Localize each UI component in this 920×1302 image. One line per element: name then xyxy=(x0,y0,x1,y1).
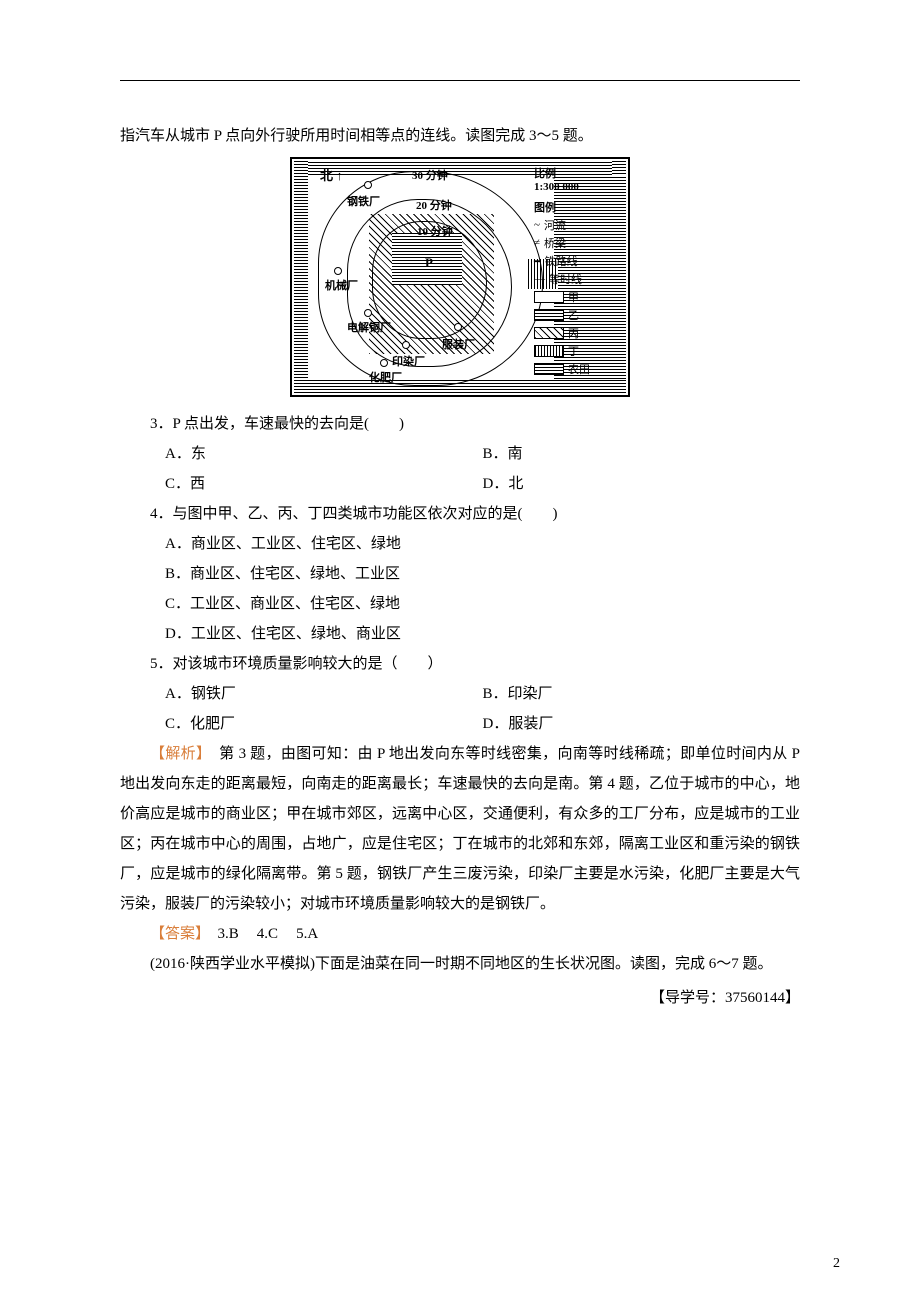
legend-bing: 丙 xyxy=(568,325,579,341)
answer-label: 【答案】 xyxy=(150,926,203,942)
q5-row-ab: A．钢铁厂 B．印染厂 xyxy=(120,679,800,709)
answer-5: 5.A xyxy=(296,926,318,942)
legend: 比例 1:300 000 图例 河流 桥梁 铁路线 等时线 甲 乙 丙 丁 农田 xyxy=(528,165,620,379)
guide-number: 【导学号：37560144】 xyxy=(120,983,800,1013)
legend-yi: 乙 xyxy=(568,307,579,323)
answer-line: 【答案】 3.B 4.C 5.A xyxy=(120,919,800,949)
label-p-center: P xyxy=(425,255,433,271)
factory-marker xyxy=(334,267,342,275)
scale-title: 比例 xyxy=(534,165,620,181)
label-print: 印染厂 xyxy=(392,353,425,369)
q5-opt-b: B．印染厂 xyxy=(483,679,801,709)
analysis-block: 【解析】 第 3 题，由图可知：由 P 地出发向东等时线密集，向南等时线稀疏；即… xyxy=(120,739,800,919)
isochrone-icon xyxy=(534,273,545,285)
q5-opt-a: A．钢铁厂 xyxy=(165,679,483,709)
farmland-left xyxy=(294,161,308,393)
factory-marker xyxy=(454,323,462,331)
q4-opt-a: A．商业区、工业区、住宅区、绿地 xyxy=(120,529,800,559)
q3-stem: 3．P 点出发，车速最快的去向是( ) xyxy=(120,409,800,439)
label-30min: 30 分钟 xyxy=(412,167,448,183)
answer-3: 3.B xyxy=(218,926,239,942)
intro-text: 指汽车从城市 P 点向外行驶所用时间相等点的连线。读图完成 3～5 题。 xyxy=(120,121,800,151)
north-arrow-icon: 北 ↑ xyxy=(320,169,343,183)
swatch-jia-icon xyxy=(534,291,564,303)
swatch-farm-icon xyxy=(534,363,564,375)
factory-marker xyxy=(364,181,372,189)
label-fertilizer: 化肥厂 xyxy=(369,369,402,385)
q4-stem: 4．与图中甲、乙、丙、丁四类城市功能区依次对应的是( ) xyxy=(120,499,800,529)
q3-opt-a: A．东 xyxy=(165,439,483,469)
legend-ding: 丁 xyxy=(568,343,579,359)
rail-icon xyxy=(534,255,541,268)
river-icon xyxy=(534,219,540,231)
label-copper: 电解铜厂 xyxy=(347,319,391,335)
swatch-yi-icon xyxy=(534,309,564,321)
legend-title: 图例 xyxy=(534,199,620,215)
label-machine: 机械厂 xyxy=(325,277,358,293)
q4-opt-c: C．工业区、商业区、住宅区、绿地 xyxy=(120,589,800,619)
legend-bridge: 桥梁 xyxy=(544,235,566,251)
q3-row-ab: A．东 B．南 xyxy=(120,439,800,469)
q3-opt-b: B．南 xyxy=(483,439,801,469)
swatch-bing-icon xyxy=(534,327,564,339)
bridge-icon xyxy=(534,237,540,249)
q4-opt-b: B．商业区、住宅区、绿地、工业区 xyxy=(120,559,800,589)
q3-opt-d: D．北 xyxy=(483,469,801,499)
next-intro: (2016·陕西学业水平模拟)下面是油菜在同一时期不同地区的生长状况图。读图，完… xyxy=(120,949,800,979)
factory-marker xyxy=(402,341,410,349)
q3-opt-c: C．西 xyxy=(165,469,483,499)
answer-4: 4.C xyxy=(257,926,278,942)
legend-jia: 甲 xyxy=(568,289,579,305)
legend-isochrone: 等时线 xyxy=(549,271,582,287)
city-isochrone-map: 北 ↑ 30 分钟 20 分钟 10 分钟 P 钢铁厂 机械厂 电解铜厂 印染厂… xyxy=(290,157,630,397)
legend-farmland: 农田 xyxy=(568,361,590,377)
scale-value: 1:300 000 xyxy=(534,181,620,193)
label-clothing: 服装厂 xyxy=(442,336,475,352)
legend-river: 河流 xyxy=(544,217,566,233)
factory-marker xyxy=(364,309,372,317)
q4-opt-d: D．工业区、住宅区、绿地、商业区 xyxy=(120,619,800,649)
factory-marker xyxy=(380,359,388,367)
figure-container: 北 ↑ 30 分钟 20 分钟 10 分钟 P 钢铁厂 机械厂 电解铜厂 印染厂… xyxy=(120,157,800,397)
analysis-label: 【解析】 xyxy=(150,746,204,762)
q5-row-cd: C．化肥厂 D．服装厂 xyxy=(120,709,800,739)
q5-opt-d: D．服装厂 xyxy=(483,709,801,739)
top-rule xyxy=(120,80,800,81)
label-20min: 20 分钟 xyxy=(416,197,452,213)
q3-row-cd: C．西 D．北 xyxy=(120,469,800,499)
legend-rail: 铁路线 xyxy=(545,253,578,269)
q5-opt-c: C．化肥厂 xyxy=(165,709,483,739)
swatch-ding-icon xyxy=(534,345,564,357)
analysis-text: 第 3 题，由图可知：由 P 地出发向东等时线密集，向南等时线稀疏；即单位时间内… xyxy=(120,746,800,912)
page-number: 2 xyxy=(833,1256,840,1272)
q5-stem: 5．对该城市环境质量影响较大的是（ ） xyxy=(120,649,800,679)
label-steel: 钢铁厂 xyxy=(347,193,380,209)
label-10min: 10 分钟 xyxy=(417,223,453,239)
